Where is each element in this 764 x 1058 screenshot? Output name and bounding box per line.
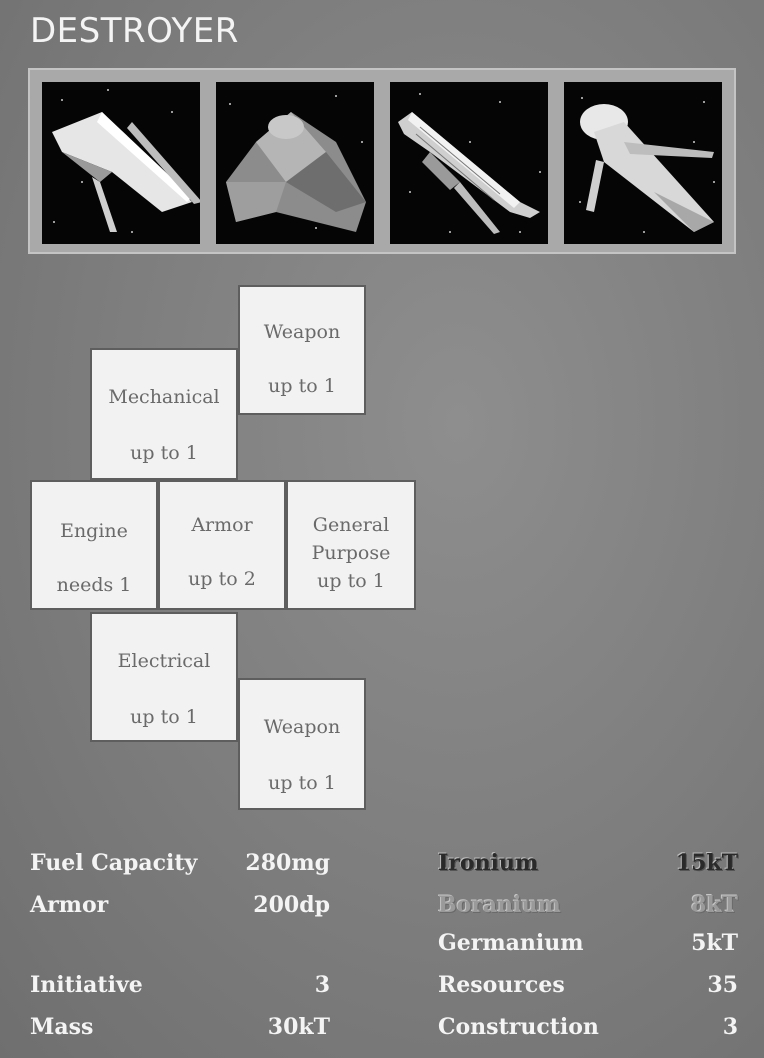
starship-image-2	[216, 82, 374, 244]
stat-mass-value: 30kT	[267, 1014, 330, 1040]
cost-construction-value: 3	[722, 1014, 738, 1040]
slot-armor: Armor up to 2	[158, 480, 286, 610]
page-title: DESTROYER	[30, 11, 239, 51]
stat-armor-value: 200dp	[253, 892, 330, 918]
starship-1-icon	[52, 89, 200, 233]
slot-general-purpose-label-1: General	[312, 514, 390, 536]
cost-boranium-value: 8kT	[691, 892, 738, 918]
slot-engine: Engine needs 1	[30, 480, 158, 610]
cost-germanium-value: 5kT	[691, 930, 738, 956]
starship-image-4	[564, 82, 722, 244]
cost-resources-value: 35	[707, 972, 738, 998]
slot-electrical: Electrical up to 1	[90, 612, 238, 742]
slot-engine-label: Engine	[60, 520, 128, 542]
cost-boranium-label: Boranium	[438, 892, 561, 918]
slot-general-purpose-label-2: Purpose	[311, 542, 391, 564]
starship-4-icon	[579, 97, 715, 233]
slot-armor-label: Armor	[191, 514, 253, 536]
slot-weapon-bottom-label: Weapon	[263, 716, 341, 738]
slot-weapon-bottom-capacity: up to 1	[268, 772, 336, 794]
ship-image-gallery	[28, 68, 736, 254]
cost-resources-label: Resources	[438, 972, 565, 998]
slot-mechanical-capacity: up to 1	[130, 442, 198, 464]
slot-weapon-top-capacity: up to 1	[268, 375, 336, 397]
slot-mechanical: Mechanical up to 1	[90, 348, 238, 480]
starship-image-1	[42, 82, 200, 244]
slot-armor-capacity: up to 2	[188, 568, 256, 590]
slot-weapon-top-label: Weapon	[263, 321, 341, 343]
stat-armor-label: Armor	[30, 892, 109, 918]
slot-weapon-bottom: Weapon up to 1	[238, 678, 366, 810]
stat-initiative-label: Initiative	[30, 972, 143, 998]
starship-image-3	[390, 82, 548, 244]
slot-electrical-capacity: up to 1	[130, 706, 198, 728]
stat-fuel-capacity-label: Fuel Capacity	[30, 850, 198, 876]
cost-ironium-value: 15kT	[675, 850, 738, 876]
starship-2-icon	[226, 95, 366, 232]
slot-mechanical-label: Mechanical	[108, 386, 220, 408]
stat-mass-label: Mass	[30, 1014, 94, 1040]
starship-3-icon	[398, 93, 541, 234]
slot-engine-capacity: needs 1	[56, 574, 132, 596]
slot-weapon-top: Weapon up to 1	[238, 285, 366, 415]
cost-construction-label: Construction	[438, 1014, 599, 1040]
cost-germanium-label: Germanium	[438, 930, 584, 956]
slot-electrical-label: Electrical	[117, 650, 211, 672]
cost-ironium-label: Ironium	[438, 850, 539, 876]
slot-general-purpose: General Purpose up to 1	[286, 480, 416, 610]
slot-general-purpose-capacity: up to 1	[317, 570, 385, 592]
stat-fuel-capacity-value: 280mg	[245, 850, 330, 876]
stat-initiative-value: 3	[314, 972, 330, 998]
